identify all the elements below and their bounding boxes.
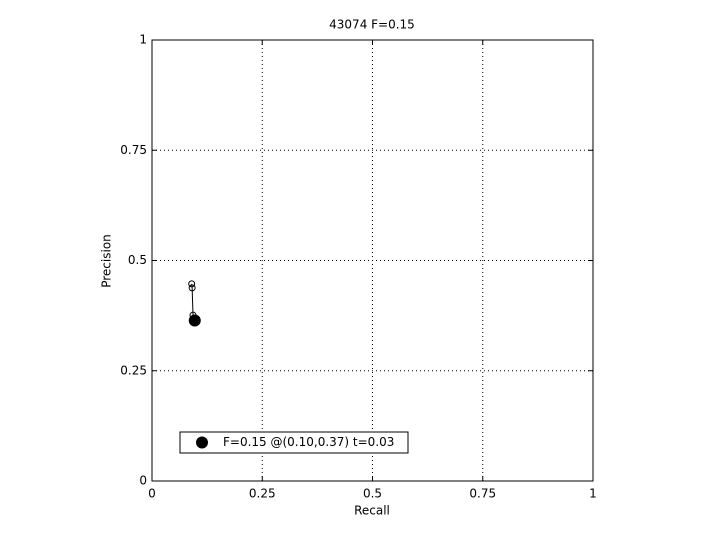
x-tick-label: 0 (148, 487, 156, 501)
legend-label: F=0.15 @(0.10,0.37) t=0.03 (223, 435, 394, 449)
x-tick-label: 0.25 (249, 487, 276, 501)
x-axis-label: Recall (354, 504, 390, 518)
x-tick-label: 0.75 (469, 487, 496, 501)
chart-title: 43074 F=0.15 (329, 18, 415, 32)
legend-box (179, 431, 409, 454)
point-marker (188, 280, 196, 288)
y-axis-label: Precision (100, 234, 114, 288)
x-tick-label: 0.5 (363, 487, 382, 501)
legend-marker (196, 436, 208, 449)
y-tick-label: 0.5 (128, 253, 147, 267)
y-tick-label: 0.25 (120, 363, 147, 377)
axes-box (151, 39, 594, 482)
y-tick-label: 0 (139, 474, 147, 488)
x-tick-label: 1 (589, 487, 597, 501)
best-point (188, 314, 201, 327)
y-tick-label: 0.75 (120, 143, 147, 157)
point-marker (188, 284, 196, 292)
y-tick-label: 1 (139, 33, 147, 47)
